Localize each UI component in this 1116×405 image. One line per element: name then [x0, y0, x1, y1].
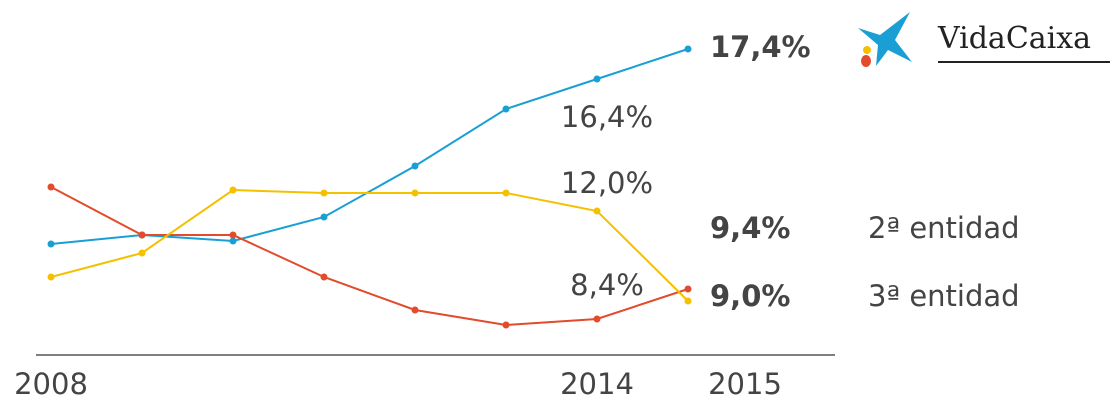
point: [320, 189, 328, 197]
value-label: 9,4%: [710, 211, 790, 245]
logo-dot: [861, 55, 871, 67]
point: [593, 315, 601, 323]
point: [229, 231, 237, 239]
point: [320, 213, 328, 221]
point: [502, 189, 510, 197]
logo-text: VidaCaixa: [937, 21, 1091, 56]
series-label: 3ª entidad: [868, 279, 1020, 313]
value-label: 17,4%: [710, 30, 811, 64]
point: [229, 237, 237, 245]
point: [593, 75, 601, 83]
point: [684, 45, 692, 53]
series-label: 2ª entidad: [868, 211, 1020, 245]
point: [684, 297, 692, 305]
point: [47, 183, 55, 191]
point: [138, 249, 146, 257]
logo-dot: [863, 46, 871, 54]
point: [411, 189, 419, 197]
point: [320, 273, 328, 281]
point: [47, 240, 55, 248]
value-label: 16,4%: [561, 100, 653, 134]
point: [502, 105, 510, 113]
point: [593, 207, 601, 215]
logo: [858, 12, 912, 67]
x-tick-label: 2008: [14, 367, 88, 401]
x-tick-label: 2015: [708, 367, 782, 401]
point: [411, 162, 419, 170]
point: [138, 231, 146, 239]
point: [411, 306, 419, 314]
point: [229, 186, 237, 194]
value-label: 12,0%: [561, 166, 653, 200]
line: [50, 48, 689, 245]
line: [50, 186, 689, 327]
logo-star: [858, 12, 912, 66]
value-label: 9,0%: [710, 279, 790, 313]
x-tick-label: 2014: [560, 367, 634, 401]
line: [50, 188, 689, 302]
point: [47, 273, 55, 281]
point: [684, 285, 692, 293]
point: [502, 321, 510, 329]
value-label: 8,4%: [570, 268, 644, 302]
